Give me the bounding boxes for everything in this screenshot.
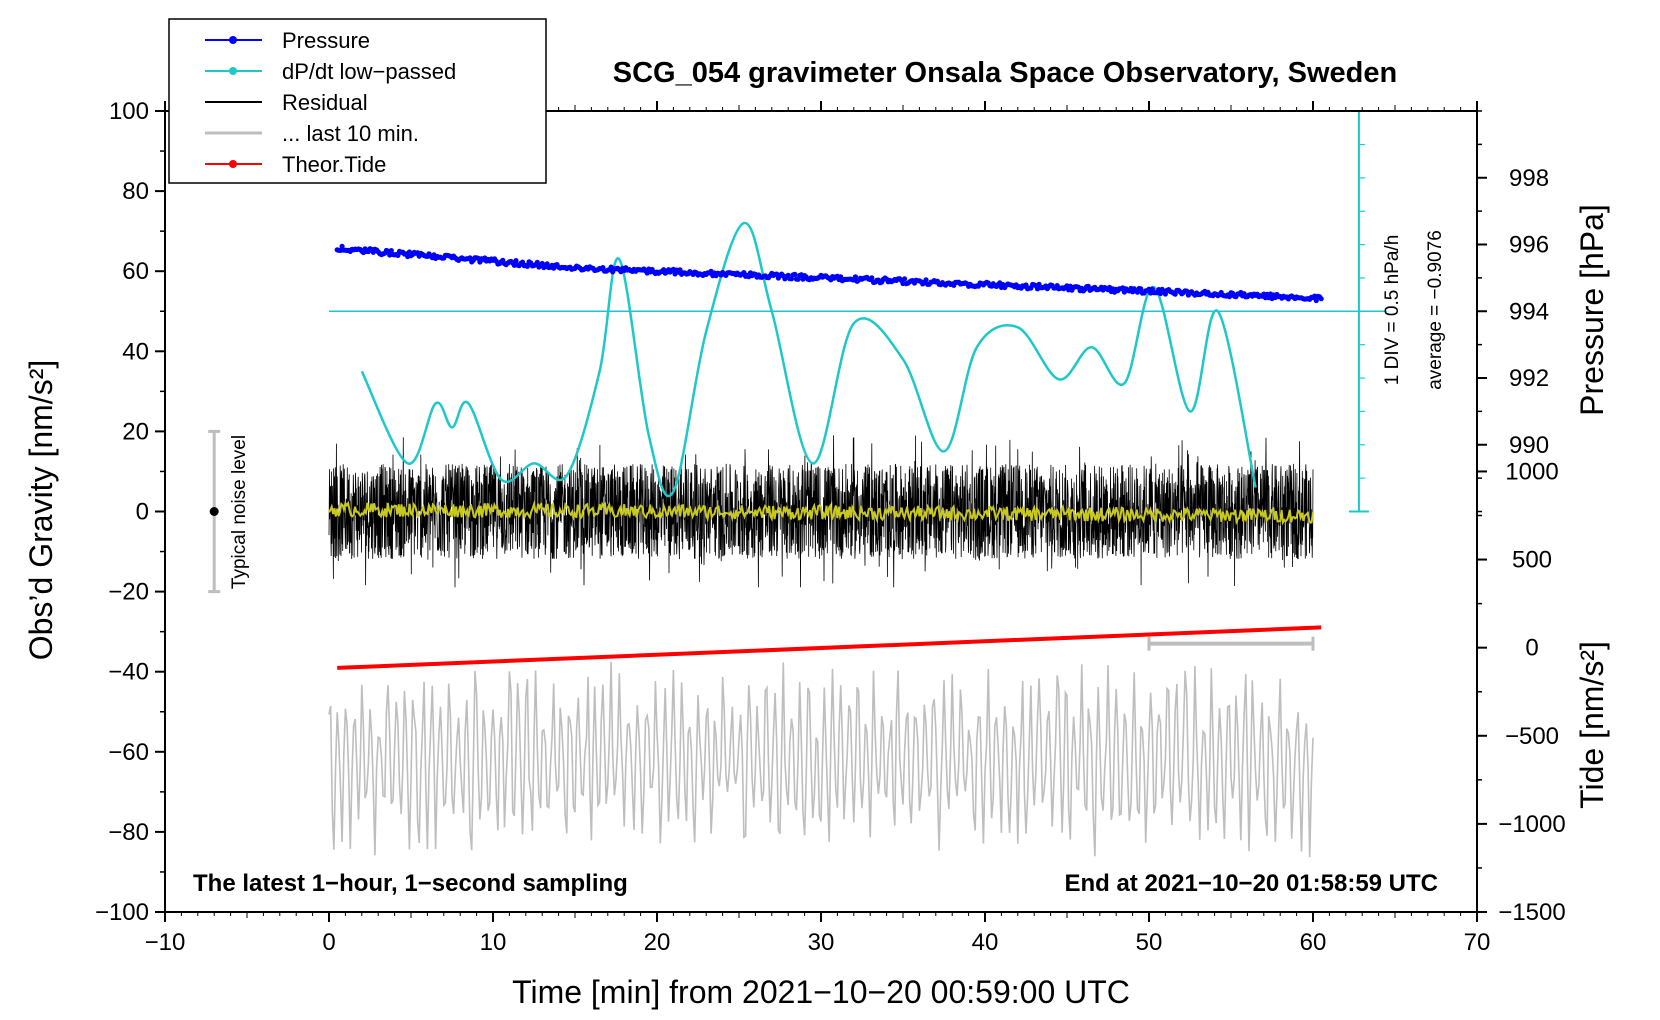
pressure-tick-label: 990 [1509,432,1549,459]
pressure-tick-label: 992 [1509,365,1549,392]
theoretical-tide-line [337,625,1322,670]
pressure-point [788,276,795,282]
bottom-right-note: End at 2021−10−20 01:58:59 UTC [1064,870,1438,897]
dpdt-line [360,221,1257,498]
legend-label: dP/dt low−passed [282,59,456,84]
pressure-point [513,258,519,264]
pressure-point [1313,297,1319,304]
pressure-point [1318,296,1324,302]
y-tick-label: 60 [122,258,149,285]
pressure-tick-label: 998 [1509,165,1549,192]
dpdt-scale-label: 1 DIV = 0.5 hPa/h [1382,235,1403,386]
tide-tick-label: 500 [1512,547,1552,574]
chart-title: SCG_054 gravimeter Onsala Space Observat… [613,57,1397,89]
x-tick-label: 50 [1136,929,1163,956]
noise-level-dot [209,507,219,516]
legend: Pressure dP/dt low−passed Residual ... last… [168,18,547,184]
residual-smoothed-line [328,500,1314,526]
x-tick-label: 0 [322,929,335,956]
x-tick-label: 10 [480,929,507,956]
x-tick-label: 30 [808,929,835,956]
pressure-point [852,274,859,280]
tide-tick-label: 1000 [1505,458,1558,485]
pressure-point [1226,294,1232,300]
legend-marker [229,160,237,168]
bottom-left-note: The latest 1−hour, 1−second sampling [193,870,628,897]
y-tick-label: −60 [108,739,149,766]
y-axis-label-pressure: Pressure [hPa] [1574,204,1610,416]
y-tick-label: −80 [108,819,149,846]
pressure-point [902,276,908,282]
y-tick-label: −40 [108,659,149,686]
y-tick-label: 0 [136,499,149,526]
last-10-min-line [328,661,1314,858]
y-tick-label: 100 [109,98,149,125]
x-tick-label: −10 [145,929,186,956]
x-axis-label: Time [min] from 2021−10−20 00:59:00 UTC [512,974,1130,1010]
y-tick-label: 20 [122,418,149,445]
pressure-point [1138,286,1144,292]
pressure-point [792,271,798,277]
legend-label: Pressure [282,28,370,53]
noise-level-label: Typical noise level [229,435,250,589]
pressure-tick-label: 994 [1509,298,1549,325]
pressure-tick-label: 996 [1509,232,1549,259]
legend-label: Residual [282,90,368,115]
y-axis-label-tide: Tide [nm/s²] [1574,641,1610,809]
pressure-point [869,275,875,281]
plot-content [208,110,1387,858]
x-tick-label: 60 [1300,929,1327,956]
legend-label: ... last 10 min. [282,121,419,146]
x-tick-label: 70 [1464,929,1491,956]
residual-line [328,435,1314,588]
pressure-point [923,277,929,283]
pressure-point [524,263,531,269]
x-tick-label: 40 [972,929,999,956]
ticks: −10 0 10 20 30 40 50 60 70−100−80−60−40−20020406… [95,98,1566,956]
legend-marker [229,67,237,75]
legend-marker [229,36,237,44]
tide-tick-label: −1500 [1498,899,1565,926]
pressure-point [395,252,401,258]
pressure-point [539,260,545,267]
legend-label: Theor.Tide [282,152,386,177]
y-tick-label: −20 [108,579,149,606]
y-tick-label: 80 [122,178,149,205]
pressure-series [334,243,1324,304]
tide-tick-label: 0 [1525,635,1538,662]
x-tick-label: 20 [644,929,671,956]
dpdt-average-label: average = −0.9076 [1425,230,1446,390]
y-tick-label: 40 [122,338,149,365]
y-tick-label: −100 [95,899,149,926]
pressure-point [388,248,394,254]
tide-tick-label: −1000 [1498,811,1565,838]
pressure-point [1085,283,1091,289]
y-axis-label-left: Obs’d Gravity [nm/s²] [23,360,59,661]
tide-tick-label: −500 [1505,723,1559,750]
